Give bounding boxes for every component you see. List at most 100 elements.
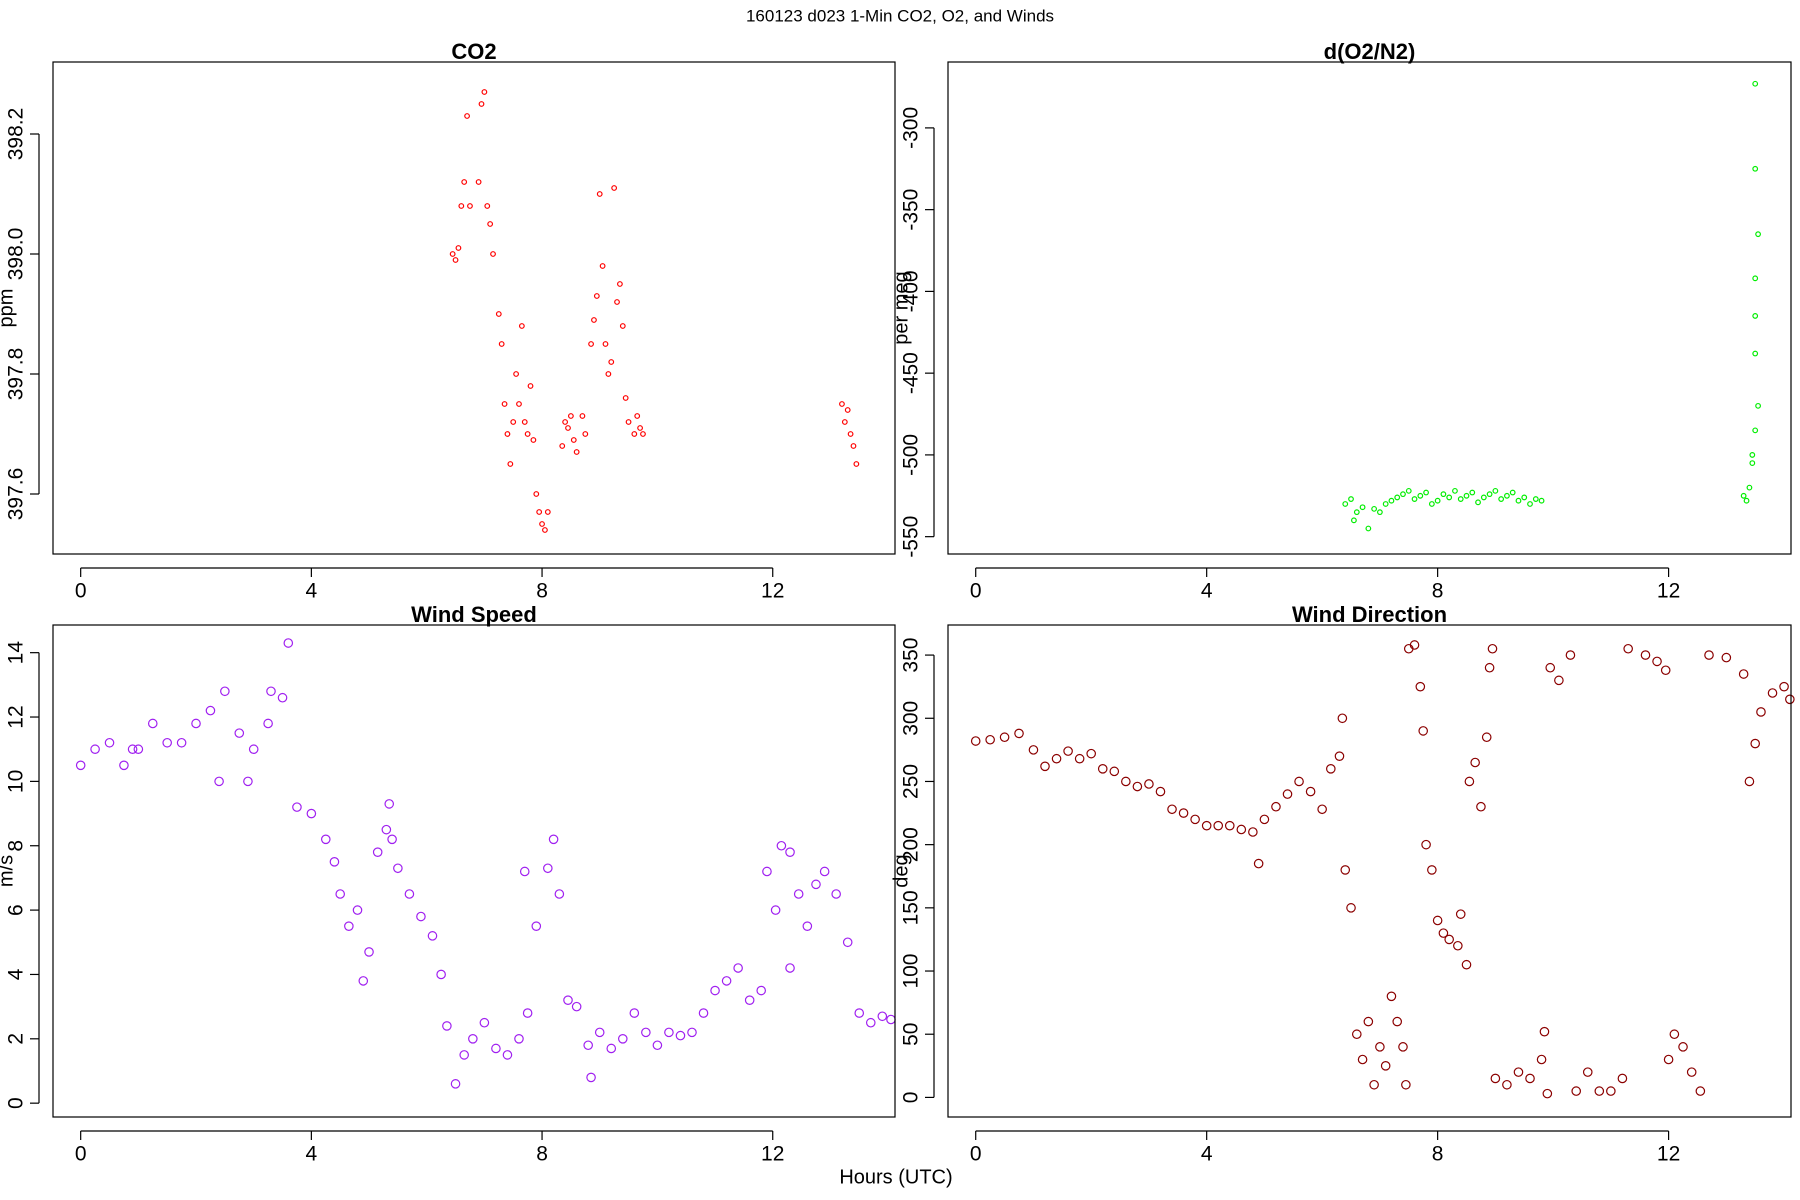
data-point xyxy=(591,317,597,323)
data-point xyxy=(467,203,473,209)
data-point xyxy=(502,1050,513,1060)
data-point xyxy=(1743,497,1750,504)
data-point xyxy=(458,203,465,209)
x-tick-label: 12 xyxy=(761,580,784,603)
data-point xyxy=(1121,776,1131,787)
data-point xyxy=(1453,940,1463,951)
data-point xyxy=(563,995,573,1005)
data-point xyxy=(1502,1079,1512,1090)
data-point xyxy=(1271,801,1281,812)
data-point xyxy=(1294,776,1304,787)
data-point xyxy=(455,245,462,251)
data-point xyxy=(614,299,620,305)
data-point xyxy=(1432,915,1443,926)
data-point xyxy=(1380,1061,1391,1071)
panel: 0 4 8 12 0 2 4 6 8 10 12 14 Wind Speed m/s xyxy=(0,602,896,1166)
data-point xyxy=(1571,1086,1582,1096)
x-tick-label: 12 xyxy=(761,1143,784,1166)
data-point xyxy=(1749,460,1756,466)
data-point xyxy=(352,905,363,915)
data-point xyxy=(1167,804,1177,815)
data-point xyxy=(602,341,609,347)
data-point xyxy=(1440,491,1447,498)
data-point xyxy=(847,431,854,437)
data-point xyxy=(756,985,767,996)
data-point xyxy=(1594,1086,1605,1096)
data-point xyxy=(1340,865,1351,875)
x-axis-label: Hours (UTC) xyxy=(839,1166,952,1188)
data-point xyxy=(530,437,537,443)
data-point xyxy=(582,431,589,437)
y-tick-label: -400 xyxy=(900,270,923,312)
data-point xyxy=(1457,496,1464,502)
x-tick-label: 0 xyxy=(75,580,87,603)
x-tick-label: 4 xyxy=(1201,1143,1213,1166)
data-point xyxy=(1464,776,1475,787)
data-point xyxy=(384,799,395,809)
data-point xyxy=(1405,487,1412,494)
data-point xyxy=(802,921,813,931)
data-point xyxy=(320,834,331,845)
plot-frame xyxy=(52,624,896,1118)
data-point xyxy=(1767,688,1778,698)
data-point xyxy=(831,889,841,899)
x-tick-label: 4 xyxy=(1201,580,1213,603)
data-point xyxy=(1213,820,1224,831)
data-point xyxy=(617,281,623,287)
data-point xyxy=(459,1050,469,1060)
data-point xyxy=(504,431,511,437)
y-tick-label: 300 xyxy=(900,701,923,736)
data-point xyxy=(596,191,603,197)
data-point xyxy=(1785,694,1795,705)
data-point xyxy=(1752,275,1759,282)
data-point xyxy=(1109,766,1120,777)
data-point xyxy=(839,401,845,407)
y-tick-label: 2 xyxy=(5,1033,28,1045)
data-point xyxy=(1386,991,1397,1002)
y-tick-label: 200 xyxy=(900,827,923,862)
data-point xyxy=(1525,1073,1535,1084)
y-axis-label: per meg xyxy=(890,271,912,344)
data-point xyxy=(1752,313,1759,319)
data-point xyxy=(1040,761,1050,772)
data-point xyxy=(127,744,138,755)
data-point xyxy=(698,1008,709,1018)
data-point xyxy=(1411,496,1418,502)
panel: 0 4 8 12 397.6 397.8 398.0 398.2 CO2 ppm xyxy=(0,39,896,603)
data-point xyxy=(1475,499,1481,506)
data-point xyxy=(1409,640,1420,650)
data-point xyxy=(1486,491,1493,498)
data-point xyxy=(1695,1086,1706,1096)
data-point xyxy=(513,371,519,377)
data-point xyxy=(1282,789,1293,799)
data-point xyxy=(510,419,517,425)
data-point xyxy=(104,737,115,748)
data-point xyxy=(1527,501,1533,507)
data-point xyxy=(570,437,577,443)
data-point xyxy=(1542,1088,1553,1099)
data-point xyxy=(1490,1073,1501,1084)
data-point xyxy=(176,737,187,748)
data-point xyxy=(1326,764,1336,774)
data-point xyxy=(1487,643,1498,654)
data-point xyxy=(641,1027,651,1038)
data-point xyxy=(1382,501,1389,507)
plot-frame xyxy=(52,61,896,555)
data-point xyxy=(1686,1067,1697,1077)
y-tick-label: 50 xyxy=(900,1023,923,1046)
data-point xyxy=(1144,779,1154,789)
data-point xyxy=(1481,732,1492,743)
data-point xyxy=(1740,492,1747,499)
data-point xyxy=(850,443,857,449)
data-point xyxy=(573,449,580,455)
data-point xyxy=(622,395,629,401)
data-point xyxy=(133,744,144,755)
data-point xyxy=(1738,669,1749,679)
y-tick-label: 4 xyxy=(5,968,28,980)
data-point xyxy=(785,963,795,973)
data-point xyxy=(770,905,781,915)
data-point xyxy=(1461,959,1472,970)
panel: 0 4 8 12 0 50 100 150 200 250 300 350 Wind Direction… xyxy=(890,602,1795,1166)
x-tick-label: 8 xyxy=(1432,1143,1444,1166)
data-point xyxy=(491,1043,501,1054)
